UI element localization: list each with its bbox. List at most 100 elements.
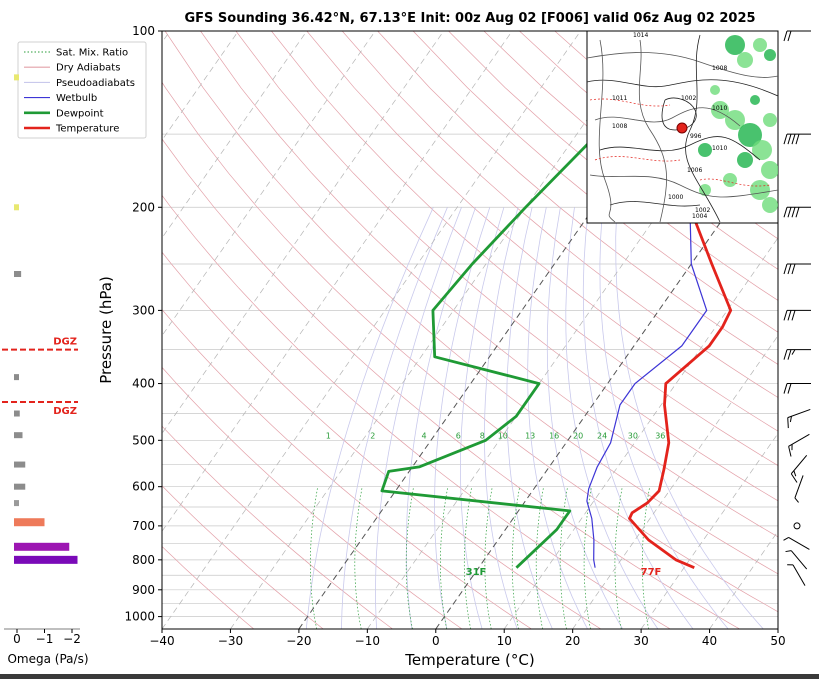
dry-adiabat	[306, 31, 778, 432]
isotherm	[162, 31, 513, 532]
mixing-ratio-line	[535, 486, 544, 629]
map-contour-label: 1010	[712, 145, 727, 152]
dry-adiabat	[235, 31, 778, 502]
mixing-ratio-label: 36	[655, 431, 665, 440]
omega-bar	[14, 74, 19, 81]
dry-adiabat	[162, 309, 532, 629]
mixing-ratio-line	[641, 486, 651, 629]
precip-blob	[764, 49, 776, 61]
contour-labels: 1014100810111008100210001002100410061010…	[612, 32, 727, 220]
map-contour	[638, 39, 667, 223]
barb-flag	[783, 207, 788, 218]
isotherm	[230, 31, 650, 629]
barb-flag	[783, 263, 788, 275]
wind-barb	[794, 475, 804, 499]
barb-flag	[783, 133, 788, 145]
map-contour-label: 1002	[681, 95, 696, 102]
barb-flag	[783, 349, 788, 360]
isotherm	[777, 628, 778, 629]
map-contour-label: 1006	[687, 167, 702, 174]
map-contour	[609, 201, 701, 207]
barb-flag	[791, 349, 796, 355]
map-contour-label: 1004	[692, 213, 707, 220]
precip-blob	[725, 35, 745, 55]
mixing-ratio-line	[614, 486, 623, 629]
barb-flag	[787, 133, 792, 145]
legend-label: Wetbulb	[56, 93, 97, 104]
legend-label: Dewpoint	[56, 108, 104, 119]
map-contour-label: 1010	[712, 105, 727, 112]
dry-adiabat	[412, 31, 778, 333]
isotherm	[298, 31, 718, 629]
dry-adiabat	[341, 31, 778, 398]
precip-blob	[753, 38, 767, 52]
map-contour-label: 1002	[695, 207, 710, 214]
precip-blob	[750, 95, 760, 105]
barb-flag	[795, 207, 800, 218]
dry-adiabat	[162, 194, 671, 629]
omega-panel: DGZ DGZ	[2, 74, 78, 564]
omega-bar	[14, 518, 45, 527]
barb-flag	[787, 263, 792, 275]
map-contour	[661, 97, 697, 131]
barb-flag	[789, 416, 792, 423]
barb-flag	[790, 473, 798, 483]
barb-flag	[787, 383, 792, 394]
y-tick-label: 1000	[124, 610, 155, 624]
mixing-ratio-line	[405, 486, 414, 629]
isotherm	[367, 41, 778, 629]
legend-label: Dry Adiabats	[56, 63, 120, 74]
omega-tick-label: 0	[13, 632, 21, 646]
omega-bar	[14, 500, 19, 507]
background-lines	[162, 31, 778, 629]
mixing-ratio-label: 16	[549, 431, 559, 440]
map-contour	[587, 52, 778, 78]
pseudoadiabat	[305, 207, 434, 629]
map-contour-label: 1008	[712, 65, 727, 72]
isotherm	[572, 335, 778, 629]
map-contour	[599, 136, 761, 161]
y-tick-label: 900	[132, 583, 155, 597]
barb-flag	[787, 349, 792, 360]
window-bottom-edge	[0, 674, 819, 679]
barb-flag	[785, 550, 792, 553]
x-tick-label: −30	[218, 634, 243, 648]
map-contour-label: 1000	[668, 194, 683, 201]
mixing-ratio-labels: 1 2 4 6 8 10 13 16 20 24 30 36	[326, 431, 666, 440]
omega-axis-label: Omega (Pa/s)	[7, 652, 88, 666]
omega-bar	[14, 374, 19, 381]
isotherm	[435, 139, 778, 629]
precip-blob	[763, 113, 777, 127]
y-axis-label: Pressure (hPa)	[97, 276, 115, 384]
mixing-ratio-label: 24	[597, 431, 607, 440]
precip-blob	[750, 180, 770, 200]
barb-flag	[783, 383, 788, 394]
y-tick-label: 800	[132, 553, 155, 567]
barb-flag	[791, 207, 796, 218]
mixing-ratio-label: 4	[422, 431, 427, 440]
map-contour	[589, 174, 778, 198]
precip-blob	[737, 52, 753, 68]
barb-flag	[794, 497, 799, 503]
omega-bar	[14, 555, 78, 564]
isotherm	[162, 31, 581, 629]
x-tick-label: 30	[633, 634, 648, 648]
x-tick-label: 40	[702, 634, 717, 648]
map-contour	[685, 34, 721, 223]
dry-adiabat	[162, 545, 255, 629]
pseudoadiabat	[341, 207, 448, 629]
barb-flag	[791, 263, 796, 275]
isotherm	[640, 432, 778, 629]
mixing-ratio-line	[583, 486, 592, 629]
omega-bar	[14, 271, 22, 278]
dry-adiabat	[200, 31, 778, 538]
mixing-ratio-label: 30	[628, 431, 638, 440]
x-tick-label: −40	[149, 634, 174, 648]
chart-title: GFS Sounding 36.42°N, 67.13°E Init: 00z …	[184, 11, 755, 26]
dry-adiabat	[377, 31, 778, 365]
map-contour-label: 1014	[633, 32, 648, 39]
y-axis-ticks: 100 200 300 400 500 600 700 800 900 1000	[124, 24, 162, 624]
pressure-contours	[587, 34, 778, 223]
omega-tick-label: −2	[63, 632, 81, 646]
isotherm	[162, 31, 444, 435]
